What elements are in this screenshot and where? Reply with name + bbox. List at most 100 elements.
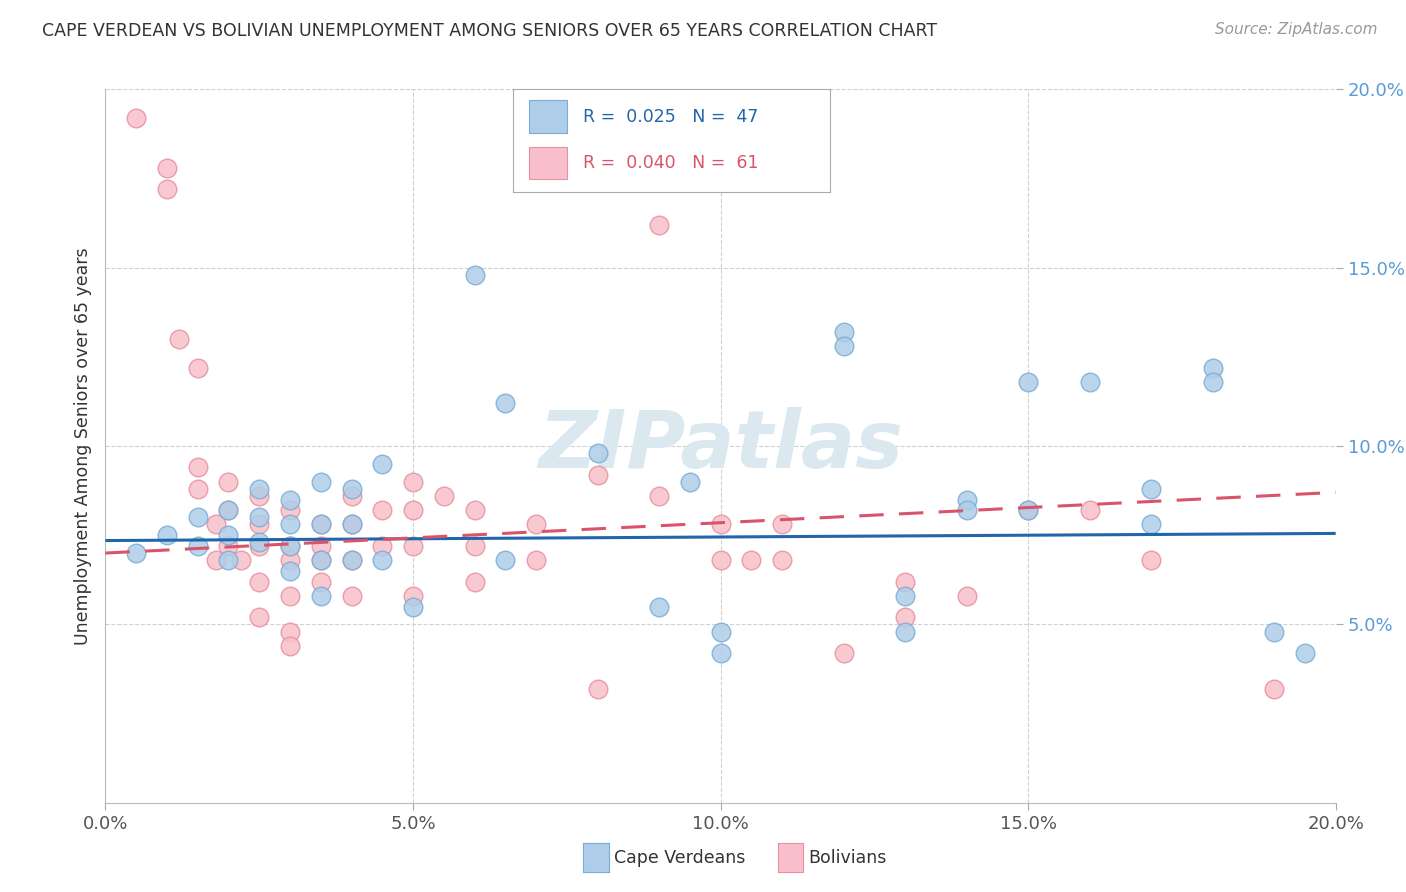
Bar — [529, 101, 567, 133]
Point — [278, 539, 301, 553]
Point — [309, 475, 332, 489]
Point — [740, 553, 762, 567]
Point — [371, 553, 394, 567]
Point — [464, 503, 486, 517]
Point — [1140, 482, 1163, 496]
Point — [956, 503, 979, 517]
Text: R =  0.040   N =  61: R = 0.040 N = 61 — [582, 154, 758, 172]
Point — [371, 457, 394, 471]
Point — [278, 564, 301, 578]
Point — [278, 492, 301, 507]
Point — [278, 539, 301, 553]
Point — [648, 218, 671, 232]
Point — [1017, 503, 1039, 517]
Point — [402, 589, 425, 603]
Point — [524, 553, 547, 567]
Point — [340, 553, 363, 567]
Point — [464, 574, 486, 589]
Point — [309, 517, 332, 532]
Point — [710, 646, 733, 660]
Point — [309, 553, 332, 567]
Point — [309, 574, 332, 589]
Point — [340, 553, 363, 567]
Point — [1263, 681, 1285, 696]
Point — [586, 446, 609, 460]
Point — [340, 482, 363, 496]
Point — [156, 182, 179, 196]
Text: Source: ZipAtlas.com: Source: ZipAtlas.com — [1215, 22, 1378, 37]
Point — [278, 503, 301, 517]
Point — [1294, 646, 1316, 660]
Point — [1201, 375, 1223, 389]
Point — [1017, 503, 1039, 517]
Point — [464, 268, 486, 282]
Point — [278, 589, 301, 603]
Point — [956, 492, 979, 507]
Point — [402, 475, 425, 489]
Point — [648, 489, 671, 503]
Point — [371, 503, 394, 517]
Text: R =  0.025   N =  47: R = 0.025 N = 47 — [582, 108, 758, 126]
Point — [832, 325, 855, 339]
Point — [371, 539, 394, 553]
Point — [770, 553, 793, 567]
Text: Cape Verdeans: Cape Verdeans — [614, 849, 745, 867]
Point — [586, 681, 609, 696]
Point — [187, 539, 209, 553]
Point — [586, 467, 609, 482]
Point — [402, 599, 425, 614]
Point — [278, 553, 301, 567]
Point — [309, 539, 332, 553]
Point — [247, 539, 270, 553]
Point — [156, 161, 179, 175]
Point — [309, 517, 332, 532]
Point — [340, 489, 363, 503]
Point — [710, 624, 733, 639]
Point — [218, 539, 240, 553]
Point — [710, 553, 733, 567]
Text: CAPE VERDEAN VS BOLIVIAN UNEMPLOYMENT AMONG SENIORS OVER 65 YEARS CORRELATION CH: CAPE VERDEAN VS BOLIVIAN UNEMPLOYMENT AM… — [42, 22, 938, 40]
Point — [247, 535, 270, 549]
Point — [1078, 503, 1101, 517]
Point — [125, 111, 148, 125]
Point — [187, 360, 209, 375]
Point — [340, 517, 363, 532]
Point — [187, 510, 209, 524]
Point — [247, 489, 270, 503]
Point — [247, 517, 270, 532]
Point — [229, 553, 252, 567]
Point — [278, 517, 301, 532]
Point — [309, 553, 332, 567]
Point — [205, 553, 228, 567]
Point — [156, 528, 179, 542]
Point — [247, 610, 270, 624]
Point — [894, 624, 917, 639]
Point — [1263, 624, 1285, 639]
Point — [247, 574, 270, 589]
Point — [894, 574, 917, 589]
Point — [402, 539, 425, 553]
Y-axis label: Unemployment Among Seniors over 65 years: Unemployment Among Seniors over 65 years — [73, 247, 91, 645]
Point — [340, 517, 363, 532]
Point — [218, 528, 240, 542]
Point — [218, 503, 240, 517]
Point — [832, 646, 855, 660]
Point — [278, 639, 301, 653]
Point — [464, 539, 486, 553]
Point — [169, 332, 191, 346]
Point — [679, 475, 702, 489]
Point — [218, 503, 240, 517]
Point — [710, 517, 733, 532]
Point — [218, 475, 240, 489]
Point — [247, 510, 270, 524]
Point — [402, 503, 425, 517]
Point — [1078, 375, 1101, 389]
Point — [494, 553, 516, 567]
Point — [309, 589, 332, 603]
Point — [205, 517, 228, 532]
Point — [524, 517, 547, 532]
Point — [278, 624, 301, 639]
Point — [433, 489, 456, 503]
Point — [187, 460, 209, 475]
Point — [1017, 375, 1039, 389]
